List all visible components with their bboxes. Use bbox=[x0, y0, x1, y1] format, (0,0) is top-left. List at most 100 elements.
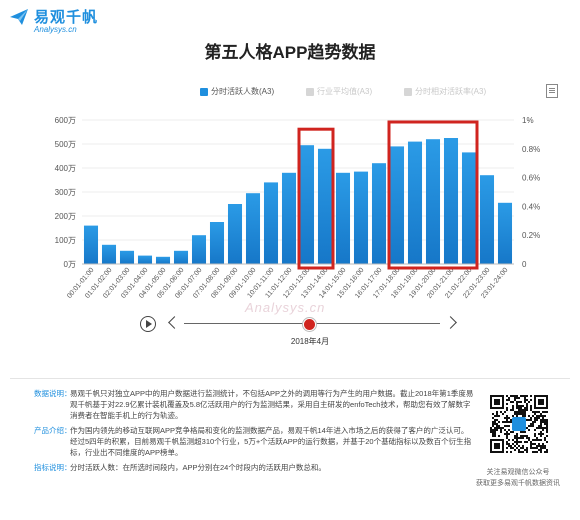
qr-module bbox=[506, 447, 508, 449]
qr-module bbox=[504, 411, 506, 413]
qr-module bbox=[514, 441, 516, 443]
qr-module bbox=[522, 395, 524, 397]
qr-module bbox=[506, 451, 508, 453]
qr-module bbox=[496, 413, 498, 415]
qr-module bbox=[518, 445, 520, 447]
qr-module bbox=[522, 431, 524, 433]
qr-caption-line2: 获取更多易观千帆数据资讯 bbox=[476, 480, 560, 487]
qr-module bbox=[512, 431, 514, 433]
qr-module bbox=[524, 395, 526, 397]
bar bbox=[281, 172, 297, 264]
qr-module bbox=[532, 421, 534, 423]
qr-module bbox=[492, 435, 494, 437]
qr-module bbox=[546, 431, 548, 433]
info-row-metric-description: 指标说明： 分时活跃人数：在所选时间段内，APP分别在24个时段内的活跃用户数总… bbox=[34, 462, 474, 473]
qr-module bbox=[508, 425, 510, 427]
qr-module bbox=[546, 419, 548, 421]
qr-module bbox=[536, 447, 538, 449]
qr-module bbox=[526, 437, 528, 439]
bar bbox=[425, 139, 441, 264]
qr-module bbox=[526, 427, 528, 429]
qr-module bbox=[522, 447, 524, 449]
qr-module bbox=[520, 431, 522, 433]
qr-module bbox=[516, 401, 518, 403]
qr-module bbox=[498, 427, 500, 429]
qr-module bbox=[534, 429, 536, 431]
bar bbox=[317, 148, 333, 264]
bar bbox=[83, 225, 99, 264]
qr-module bbox=[504, 417, 506, 419]
qr-module bbox=[526, 403, 528, 405]
qr-module bbox=[532, 411, 534, 413]
qr-module bbox=[506, 415, 508, 417]
qr-module bbox=[540, 427, 542, 429]
qr-module bbox=[514, 437, 516, 439]
qr-module bbox=[534, 417, 536, 419]
qr-module bbox=[518, 437, 520, 439]
qr-module bbox=[538, 433, 540, 435]
play-icon[interactable] bbox=[140, 316, 156, 332]
qr-code[interactable] bbox=[490, 395, 548, 453]
timeline-handle[interactable] bbox=[303, 318, 316, 331]
qr-module bbox=[540, 435, 542, 437]
qr-module bbox=[508, 429, 510, 431]
qr-module bbox=[534, 451, 536, 453]
qr-module bbox=[530, 417, 532, 419]
legend-item-industry-average[interactable]: 行业平均值(A3) bbox=[306, 86, 372, 97]
qr-module bbox=[534, 447, 536, 449]
bar bbox=[497, 202, 513, 264]
qr-module bbox=[540, 413, 542, 415]
qr-module bbox=[526, 399, 528, 401]
qr-module bbox=[522, 437, 524, 439]
bar bbox=[101, 244, 117, 264]
qr-module bbox=[506, 419, 508, 421]
bar bbox=[191, 235, 207, 264]
qr-module bbox=[502, 413, 504, 415]
qr-module bbox=[536, 415, 538, 417]
qr-module bbox=[516, 439, 518, 441]
qr-logo bbox=[512, 417, 526, 431]
qr-module bbox=[542, 417, 544, 419]
qr-module bbox=[508, 433, 510, 435]
qr-module bbox=[518, 401, 520, 403]
qr-module bbox=[536, 411, 538, 413]
qr-module bbox=[532, 443, 534, 445]
brand-logo[interactable]: 易观千帆 Analysys.cn bbox=[8, 4, 138, 38]
qr-module bbox=[542, 433, 544, 435]
qr-module bbox=[546, 435, 548, 437]
info-text: 易观千帆只对独立APP中的用户数据进行监测统计，不包括APP之外的调用等行为产生… bbox=[70, 389, 474, 420]
qr-module bbox=[530, 399, 532, 401]
qr-module bbox=[524, 431, 526, 433]
bar bbox=[461, 152, 477, 264]
qr-module bbox=[514, 399, 516, 401]
chevron-right-icon[interactable] bbox=[444, 316, 457, 329]
qr-module bbox=[494, 415, 496, 417]
chevron-left-icon[interactable] bbox=[168, 316, 181, 329]
qr-module bbox=[538, 415, 540, 417]
y-tick-label: 300万 bbox=[55, 188, 76, 197]
qr-module bbox=[512, 415, 514, 417]
qr-module bbox=[492, 413, 494, 415]
info-row-product-intro: 产品介绍： 作为国内领先的移动互联网APP竞争格局和变化的监测数据产品，易观千帆… bbox=[34, 425, 474, 458]
qr-module bbox=[538, 449, 540, 451]
y2-tick-label: 1% bbox=[522, 116, 534, 125]
document-icon[interactable] bbox=[546, 84, 558, 98]
qr-module bbox=[538, 443, 540, 445]
qr-module bbox=[542, 411, 544, 413]
qr-module bbox=[514, 449, 516, 451]
qr-module bbox=[526, 395, 528, 397]
qr-module bbox=[512, 405, 514, 407]
timeline-slider[interactable]: 2018年4月 bbox=[140, 312, 460, 352]
legend-item-active-users[interactable]: 分时活跃人数(A3) bbox=[200, 86, 274, 97]
qr-module bbox=[544, 427, 546, 429]
qr-module bbox=[526, 419, 528, 421]
legend-label: 行业平均值(A3) bbox=[317, 87, 373, 96]
qr-module bbox=[542, 445, 544, 447]
legend-item-relative-activity[interactable]: 分时相对活跃率(A3) bbox=[404, 86, 486, 97]
qr-module bbox=[506, 409, 508, 411]
qr-module bbox=[538, 411, 540, 413]
info-section: 数据说明： 易观千帆只对独立APP中的用户数据进行监测统计，不包括APP之外的调… bbox=[34, 388, 474, 477]
qr-module bbox=[540, 433, 542, 435]
qr-module bbox=[492, 423, 494, 425]
qr-module bbox=[498, 435, 500, 437]
